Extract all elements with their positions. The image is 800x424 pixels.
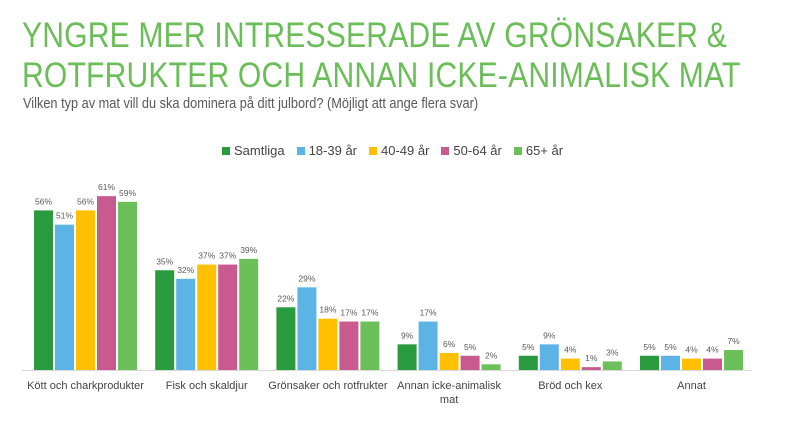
legend-swatch: [369, 146, 377, 155]
title-line-2: ROTFRUKTER OCH ANNAN ICKE-ANIMALISK MAT: [22, 56, 741, 95]
bar: [297, 287, 317, 370]
data-label: 18%: [319, 305, 336, 315]
category-label: Grönsaker och rotfrukter: [268, 380, 388, 392]
bar: [397, 344, 417, 370]
data-label: 5%: [664, 342, 677, 352]
bar: [640, 355, 659, 370]
legend-swatch: [296, 146, 305, 155]
bar: [481, 364, 501, 370]
bar: [339, 321, 359, 370]
data-label: 29%: [298, 273, 315, 283]
legend-label: 40-49 år: [381, 143, 430, 158]
bar: [34, 210, 53, 370]
category-label: Bröd och kex: [538, 380, 603, 392]
bar: [197, 264, 217, 370]
data-label: 4%: [564, 345, 577, 355]
data-label: 56%: [35, 196, 52, 206]
bar: [155, 270, 175, 370]
bar: [118, 201, 137, 370]
legend-item: 18-39 år: [296, 143, 357, 158]
data-label: 17%: [361, 308, 378, 318]
legend-label: 18-39 år: [308, 143, 357, 158]
bar: [439, 352, 459, 370]
data-label: 59%: [119, 188, 136, 198]
bar: [239, 258, 259, 370]
data-label: 37%: [219, 251, 236, 261]
bar: [218, 264, 238, 370]
data-label: 17%: [340, 308, 357, 318]
legend-label: Samtliga: [234, 143, 285, 158]
data-label: 61%: [98, 182, 115, 192]
legend-item: 50-64 år: [441, 143, 502, 158]
legend-swatch: [222, 146, 230, 155]
legend-swatch: [513, 146, 522, 155]
data-label: 6%: [443, 339, 456, 349]
legend-item: Samtliga: [222, 143, 285, 158]
bar: [460, 355, 480, 370]
category-label: Fisk och skaldjur: [166, 380, 248, 392]
data-label: 3%: [606, 347, 619, 357]
legend-label: 50-64 år: [453, 143, 502, 158]
bar: [703, 358, 722, 370]
bar: [276, 307, 296, 370]
legend-swatch: [441, 146, 450, 155]
data-label: 9%: [543, 330, 556, 340]
legend-item: 65+ år: [513, 143, 564, 158]
data-label: 5%: [464, 342, 477, 352]
title-line-1: YNGRE MER INTRESSERADE AV GRÖNSAKER &: [22, 16, 727, 55]
data-label: 51%: [56, 211, 73, 221]
data-label: 5%: [643, 342, 656, 352]
category-label: Annat: [677, 380, 706, 392]
legend: Samtliga 18-39 år 40-49 år 50-64 år 65+ år: [222, 143, 563, 158]
data-label: 4%: [706, 345, 719, 355]
data-label: 39%: [240, 245, 257, 255]
data-label: 22%: [277, 293, 294, 303]
legend-label: 65+ år: [525, 143, 564, 158]
bar: [581, 367, 601, 370]
data-label: 7%: [727, 336, 740, 346]
data-label: 56%: [77, 196, 94, 206]
bar: [360, 321, 380, 370]
bar: [518, 355, 538, 370]
category-label: Kött och charkprodukter: [27, 380, 144, 392]
data-label: 9%: [401, 330, 414, 340]
bar: [724, 350, 743, 370]
data-label: 32%: [177, 265, 194, 275]
category-label: mat: [440, 394, 458, 406]
bar: [560, 358, 580, 370]
chart-subtitle: Vilken typ av mat vill du ska dominera p…: [23, 96, 479, 112]
data-label: 37%: [198, 251, 215, 261]
bar: [176, 278, 196, 370]
bar: [602, 361, 622, 370]
category-label: Annan icke-animalisk: [397, 380, 501, 392]
data-label: 17%: [420, 308, 437, 318]
bar: [682, 358, 701, 370]
bar: [418, 321, 438, 370]
data-label: 5%: [522, 342, 535, 352]
bar: [76, 210, 95, 370]
chart-title: YNGRE MER INTRESSERADE AV GRÖNSAKER & RO…: [22, 16, 741, 96]
bar: [55, 224, 74, 370]
bar: [661, 355, 680, 370]
bar: [539, 344, 559, 370]
legend-item: 40-49 år: [369, 143, 429, 158]
data-label: 1%: [585, 353, 598, 363]
bar: [97, 196, 116, 370]
data-label: 35%: [156, 256, 173, 266]
data-label: 2%: [485, 350, 498, 360]
data-label: 4%: [685, 345, 698, 355]
bar: [318, 318, 338, 370]
